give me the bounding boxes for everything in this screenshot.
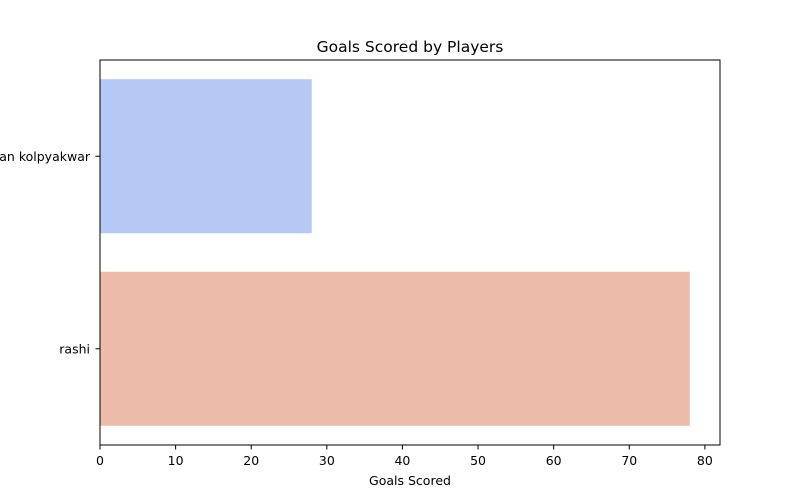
x-tick-label: 50 <box>470 453 486 468</box>
bar-1 <box>100 271 690 426</box>
y-axis-categories: Aryan kolpyakwar rashi <box>0 149 100 356</box>
x-tick-label: 30 <box>319 453 335 468</box>
x-axis-ticks: 0 10 20 30 40 50 60 70 80 <box>96 445 713 468</box>
x-axis-label: Goals Scored <box>369 473 451 488</box>
x-tick-label: 80 <box>697 453 713 468</box>
x-tick-label: 60 <box>546 453 562 468</box>
x-tick-label: 20 <box>243 453 259 468</box>
x-tick-label: 10 <box>168 453 184 468</box>
bars-layer <box>100 79 690 426</box>
x-tick-label: 0 <box>96 453 104 468</box>
y-category-label: rashi <box>59 341 90 356</box>
bar-0 <box>100 79 312 234</box>
x-tick-label: 40 <box>394 453 410 468</box>
plot-frame <box>99 59 721 446</box>
y-category-label: Aryan kolpyakwar <box>0 149 91 164</box>
chart-title: Goals Scored by Players <box>317 38 504 56</box>
x-tick-label: 70 <box>621 453 637 468</box>
